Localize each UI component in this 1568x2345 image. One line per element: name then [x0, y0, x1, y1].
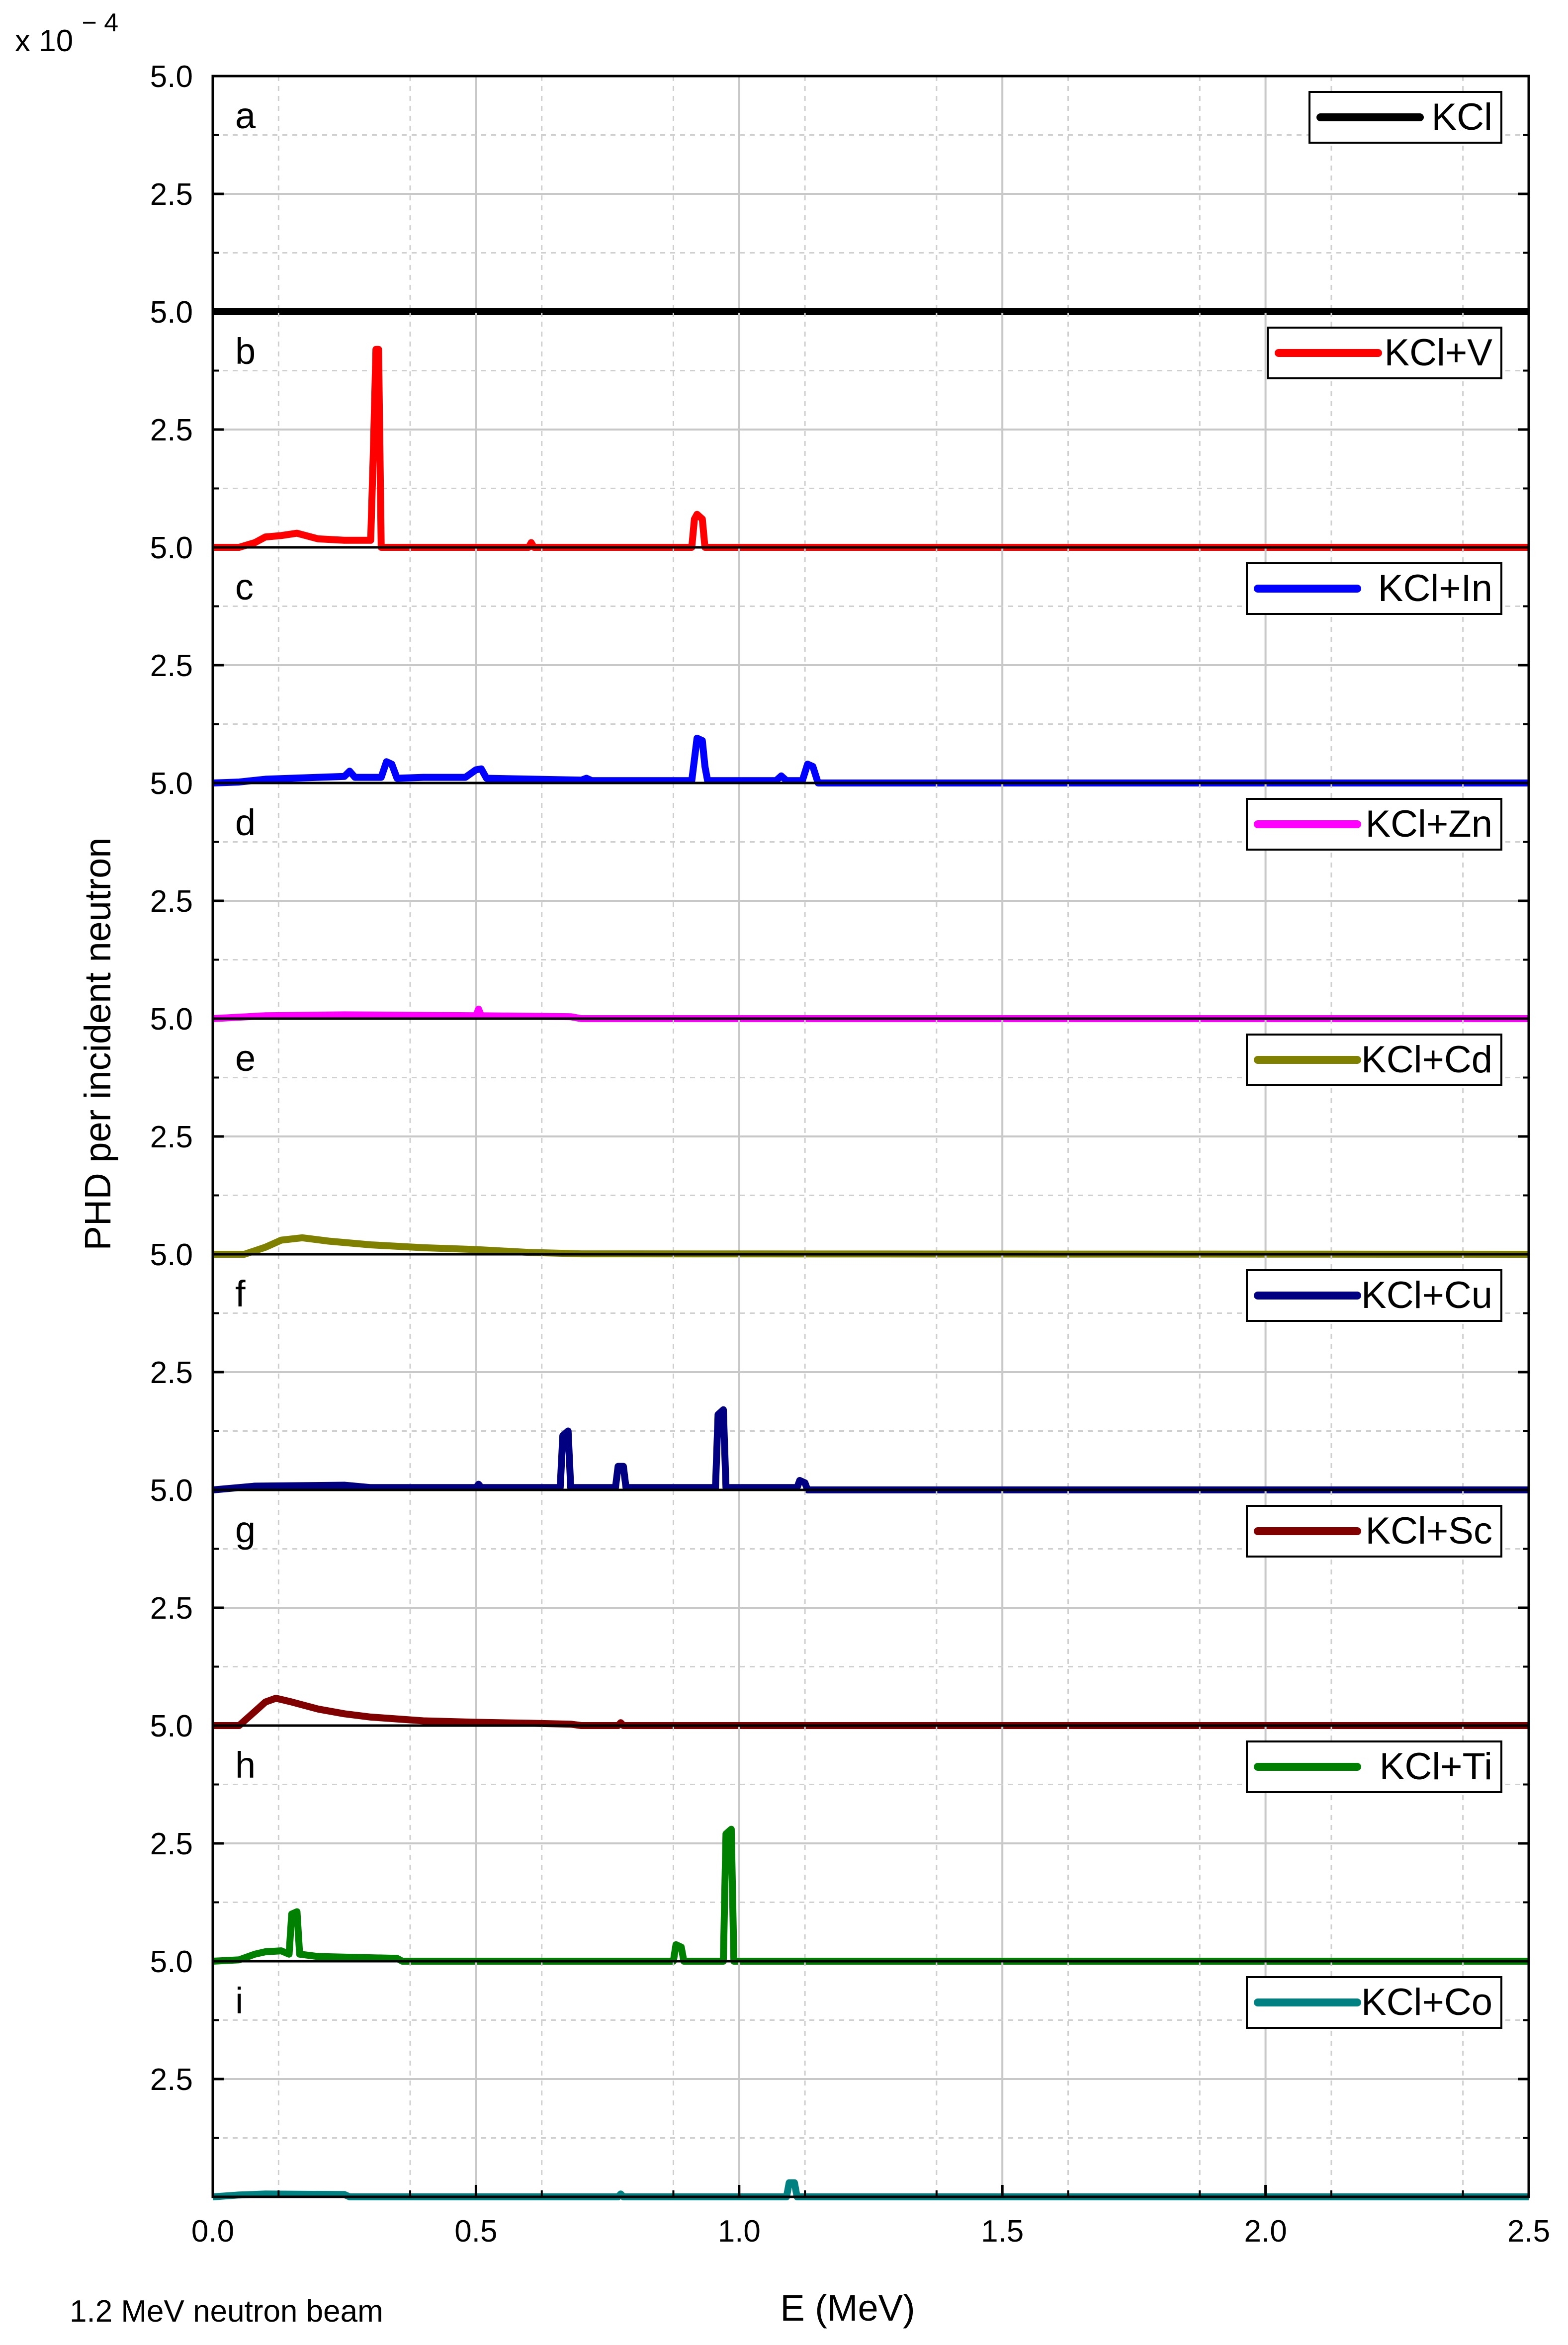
legend: KCl+V: [1267, 327, 1502, 379]
legend-label: KCl+Cu: [1361, 1274, 1492, 1316]
legend-label: KCl+Co: [1361, 1981, 1492, 2023]
legend: KCl+Cu: [1246, 1269, 1502, 1322]
y-multiplier-exponent: − 4: [82, 8, 118, 37]
y-tick-label: 5.0: [150, 60, 193, 94]
y-tick-label: 2.5: [150, 1827, 193, 1861]
series-line-b: [213, 346, 1529, 551]
legend-label: KCl+Ti: [1380, 1745, 1492, 1788]
y-tick-label: 5.0: [150, 295, 193, 330]
legend-label: KCl+Cd: [1361, 1039, 1492, 1081]
y-tick-label: 2.5: [150, 177, 193, 212]
y-tick-label: 5.0: [150, 1709, 193, 1743]
y-tick-label: 2.5: [150, 884, 193, 919]
panel-h: 5.0 2.5 5.0 h KCl+Ti: [150, 1709, 1530, 1979]
y-tick-label: 5.0: [150, 531, 193, 565]
series-line-f: [212, 1406, 1529, 1493]
y-tick-label: 5.0: [150, 1002, 193, 1037]
axes-layer: x 10 − 4 PHD per incident neutron E (MeV…: [15, 8, 915, 2329]
panel-letter: a: [235, 95, 256, 136]
y-tick-label: 5.0: [150, 1474, 193, 1508]
y-tick-label: 5.0: [150, 295, 193, 330]
y-tick-label: 5.0: [150, 1945, 193, 1979]
panel-letter: f: [235, 1273, 246, 1314]
panels-layer: 5.0 2.5 5.0 a KCl 5.0 2.5 5.0 b KCl+V 5.0 2.5 5.0 c KC…: [150, 60, 1550, 2249]
legend-label: KCl+Sc: [1365, 1510, 1492, 1552]
y-tick-label: 5.0: [150, 1709, 193, 1743]
panel-letter: d: [235, 802, 256, 843]
panel-letter: g: [235, 1509, 256, 1550]
y-tick-label: 2.5: [150, 2063, 193, 2097]
y-axis-title: PHD per incident neutron: [77, 838, 118, 1251]
panel-letter: e: [235, 1038, 256, 1079]
x-tick-label: 0.0: [191, 2214, 234, 2249]
legend: KCl+Co: [1246, 1976, 1502, 2029]
series-line-i: [212, 2179, 1529, 2200]
series-line-e: [213, 1234, 1529, 1258]
y-tick-label: 2.5: [150, 1120, 193, 1154]
x-tick-label: 2.0: [1244, 2214, 1287, 2249]
series-line-h: [212, 1825, 1529, 1965]
y-tick-label: 5.0: [150, 1238, 193, 1272]
y-tick-label: 5.0: [150, 1238, 193, 1272]
y-tick-label: 2.5: [150, 413, 193, 447]
y-tick-label: 2.5: [150, 1591, 193, 1626]
legend: KCl+Zn: [1246, 798, 1502, 851]
y-multiplier: x 10 − 4: [15, 8, 118, 58]
legend-label: KCl+In: [1378, 567, 1492, 609]
panel-letter: h: [235, 1744, 256, 1786]
panel-letter: c: [235, 566, 254, 608]
legend-label: KCl+V: [1384, 332, 1492, 374]
series-line-c: [212, 734, 1529, 786]
panel-f: 5.0 2.5 5.0 f KCl+Cu: [150, 1238, 1530, 1508]
panel-c: 5.0 2.5 5.0 c KCl+In: [150, 531, 1530, 801]
legend: KCl: [1308, 91, 1502, 144]
x-tick-label: 2.5: [1507, 2214, 1550, 2249]
y-tick-label: 5.0: [150, 767, 193, 801]
legend-label: KCl+Zn: [1365, 803, 1492, 845]
x-axis-title: E (MeV): [780, 2287, 915, 2329]
y-tick-label: 2.5: [150, 649, 193, 683]
y-tick-label: 5.0: [150, 1002, 193, 1037]
y-tick-label: 2.5: [150, 1356, 193, 1390]
legend-label: KCl: [1432, 96, 1492, 138]
panel-b: 5.0 2.5 5.0 b KCl+V: [150, 295, 1530, 565]
x-tick-label: 0.5: [454, 2214, 497, 2249]
legend: KCl+In: [1246, 562, 1502, 615]
legend: KCl+Ti: [1246, 1740, 1502, 1793]
panel-letter: i: [235, 1980, 243, 2021]
panel-i: 2.5 i KCl+Co: [150, 1960, 1530, 2200]
legend: KCl+Sc: [1246, 1505, 1502, 1558]
x-tick-label: 1.5: [981, 2214, 1024, 2249]
x-tick-label: 1.0: [718, 2214, 761, 2249]
panel-letter: b: [235, 331, 256, 372]
y-tick-label: 5.0: [150, 1474, 193, 1508]
panel-d: 5.0 2.5 5.0 d KCl+Zn: [150, 767, 1530, 1037]
footnote: 1.2 MeV neutron beam: [70, 2294, 383, 2329]
legend: KCl+Cd: [1246, 1034, 1502, 1086]
y-tick-label: 5.0: [150, 767, 193, 801]
y-tick-label: 5.0: [150, 531, 193, 565]
